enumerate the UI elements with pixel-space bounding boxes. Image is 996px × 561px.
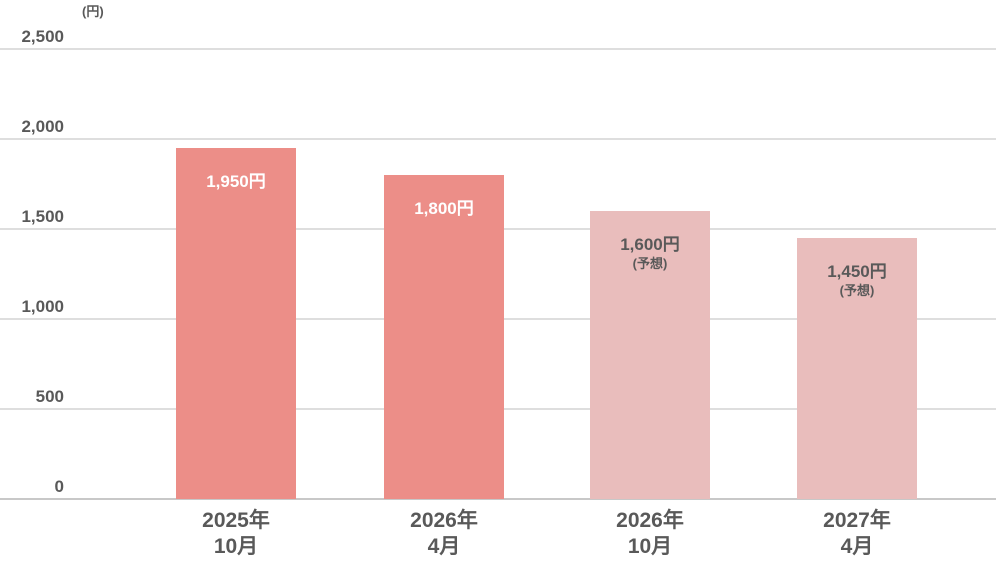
y-tick-label: 2,000 xyxy=(21,117,64,136)
data-note: (予想) xyxy=(633,256,668,271)
bar xyxy=(176,148,296,499)
x-tick-label: 10月 xyxy=(628,535,672,558)
bar xyxy=(590,211,710,499)
y-tick-label: 1,500 xyxy=(21,207,64,226)
data-label: 1,800円 xyxy=(414,199,474,218)
data-label: 1,600円 xyxy=(620,235,680,254)
x-tick-label: 2025年 xyxy=(202,508,270,532)
y-tick-label: 500 xyxy=(36,387,64,406)
y-tick-label: 0 xyxy=(55,477,64,496)
bar xyxy=(384,175,504,499)
y-tick-label: 2,500 xyxy=(21,27,64,46)
x-axis-ticks: 2025年 10月 2026年 4月 2026年 10月 2027年 4月 xyxy=(202,508,891,558)
x-tick-label: 10月 xyxy=(214,535,258,558)
x-tick-label: 4月 xyxy=(428,535,461,558)
x-tick-label: 2026年 xyxy=(410,508,478,532)
y-tick-label: 1,000 xyxy=(21,297,64,316)
data-label: 1,950円 xyxy=(206,172,266,191)
x-tick-label: 2027年 xyxy=(823,508,891,532)
x-tick-label: 2026年 xyxy=(616,508,684,532)
bar xyxy=(797,238,917,499)
bars xyxy=(176,148,917,499)
y-axis-ticks: 0 500 1,000 1,500 2,000 2,500 xyxy=(21,27,64,496)
data-label: 1,450円 xyxy=(827,262,887,281)
x-tick-label: 4月 xyxy=(841,535,874,558)
data-note: (予想) xyxy=(840,283,875,298)
y-axis-unit: (円) xyxy=(82,4,104,19)
data-labels: 1,950円 1,800円 1,600円 (予想) 1,450円 (予想) xyxy=(206,172,887,298)
